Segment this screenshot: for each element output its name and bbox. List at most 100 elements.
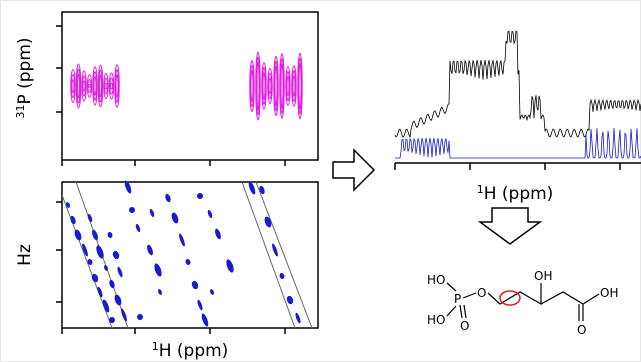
spot bbox=[124, 180, 132, 194]
atoms: HO P HO O O OH OH O bbox=[427, 269, 618, 337]
peak bbox=[255, 51, 261, 121]
peak bbox=[104, 82, 108, 90]
peak bbox=[92, 71, 98, 101]
atom: O bbox=[460, 319, 469, 333]
peak bbox=[92, 66, 98, 106]
spot bbox=[264, 216, 272, 228]
spot bbox=[104, 265, 108, 271]
spot bbox=[226, 259, 234, 273]
spot bbox=[102, 299, 110, 313]
peak bbox=[109, 77, 114, 95]
frame bbox=[61, 181, 319, 329]
peak bbox=[285, 70, 291, 102]
spot bbox=[149, 208, 155, 218]
guide bbox=[255, 181, 313, 329]
spot bbox=[197, 193, 203, 199]
spot bbox=[272, 243, 278, 257]
peak bbox=[261, 62, 267, 110]
peak bbox=[71, 79, 75, 93]
peak bbox=[297, 57, 303, 115]
sup: 1 bbox=[152, 340, 159, 353]
spot bbox=[147, 244, 153, 256]
spot bbox=[185, 259, 191, 265]
spot bbox=[201, 313, 209, 327]
peak bbox=[268, 77, 272, 95]
peak bbox=[249, 65, 255, 107]
peak bbox=[273, 60, 279, 112]
spot bbox=[96, 245, 104, 259]
peak bbox=[273, 55, 279, 117]
atom: P bbox=[454, 292, 461, 306]
peak bbox=[87, 79, 92, 93]
spot bbox=[129, 207, 135, 213]
peak bbox=[297, 52, 303, 120]
peak bbox=[75, 63, 82, 109]
top-left-panel bbox=[56, 11, 319, 166]
peak bbox=[279, 53, 285, 119]
peak bbox=[267, 72, 273, 100]
y-label: 31P (ppm) bbox=[14, 37, 35, 118]
spot bbox=[66, 202, 70, 208]
spot bbox=[171, 212, 179, 224]
spot bbox=[135, 223, 141, 233]
highlight bbox=[499, 290, 521, 306]
frame bbox=[61, 11, 319, 161]
spot bbox=[82, 243, 88, 257]
sup: 1 bbox=[477, 183, 484, 196]
text: H (ppm) bbox=[484, 184, 554, 204]
spot bbox=[109, 279, 115, 289]
atom: HO bbox=[427, 273, 445, 287]
spot bbox=[207, 209, 213, 219]
peak bbox=[291, 65, 297, 107]
spot bbox=[97, 286, 103, 298]
spot bbox=[259, 185, 265, 195]
spot bbox=[179, 233, 185, 247]
spot bbox=[109, 317, 115, 323]
peak bbox=[249, 60, 255, 112]
spot bbox=[295, 312, 301, 324]
spot bbox=[112, 250, 120, 260]
spot bbox=[197, 299, 203, 311]
peak bbox=[98, 69, 103, 103]
spot bbox=[210, 289, 214, 295]
spot bbox=[92, 229, 98, 241]
peak bbox=[108, 72, 115, 100]
peak bbox=[262, 72, 266, 100]
spot bbox=[87, 259, 93, 265]
peak bbox=[70, 69, 76, 103]
peak bbox=[81, 70, 87, 102]
spectrum-line bbox=[395, 127, 641, 159]
spot bbox=[70, 215, 76, 225]
peak bbox=[81, 75, 87, 97]
spot bbox=[87, 213, 93, 223]
peak bbox=[291, 70, 297, 102]
spectrum-line bbox=[394, 29, 641, 139]
spot bbox=[215, 228, 221, 240]
bottom-left-panel bbox=[56, 180, 319, 334]
peak bbox=[82, 80, 86, 92]
molecule bbox=[446, 282, 600, 321]
peak bbox=[280, 63, 284, 109]
atom: OH bbox=[600, 286, 618, 300]
peak bbox=[70, 74, 76, 98]
peak bbox=[114, 64, 120, 108]
sup: 31 bbox=[14, 105, 27, 119]
spot bbox=[191, 280, 199, 290]
atom: HO bbox=[427, 313, 445, 327]
spot bbox=[165, 193, 171, 203]
peak bbox=[285, 65, 291, 107]
spot bbox=[286, 295, 294, 305]
peak bbox=[97, 64, 104, 108]
spot bbox=[248, 181, 256, 195]
peak bbox=[256, 61, 260, 111]
peak bbox=[76, 68, 81, 104]
spot bbox=[74, 229, 82, 241]
atom: O bbox=[577, 323, 586, 337]
bonds bbox=[446, 282, 600, 321]
peak bbox=[255, 56, 261, 116]
spot bbox=[279, 273, 285, 279]
peak bbox=[77, 73, 80, 99]
peak bbox=[261, 67, 267, 105]
